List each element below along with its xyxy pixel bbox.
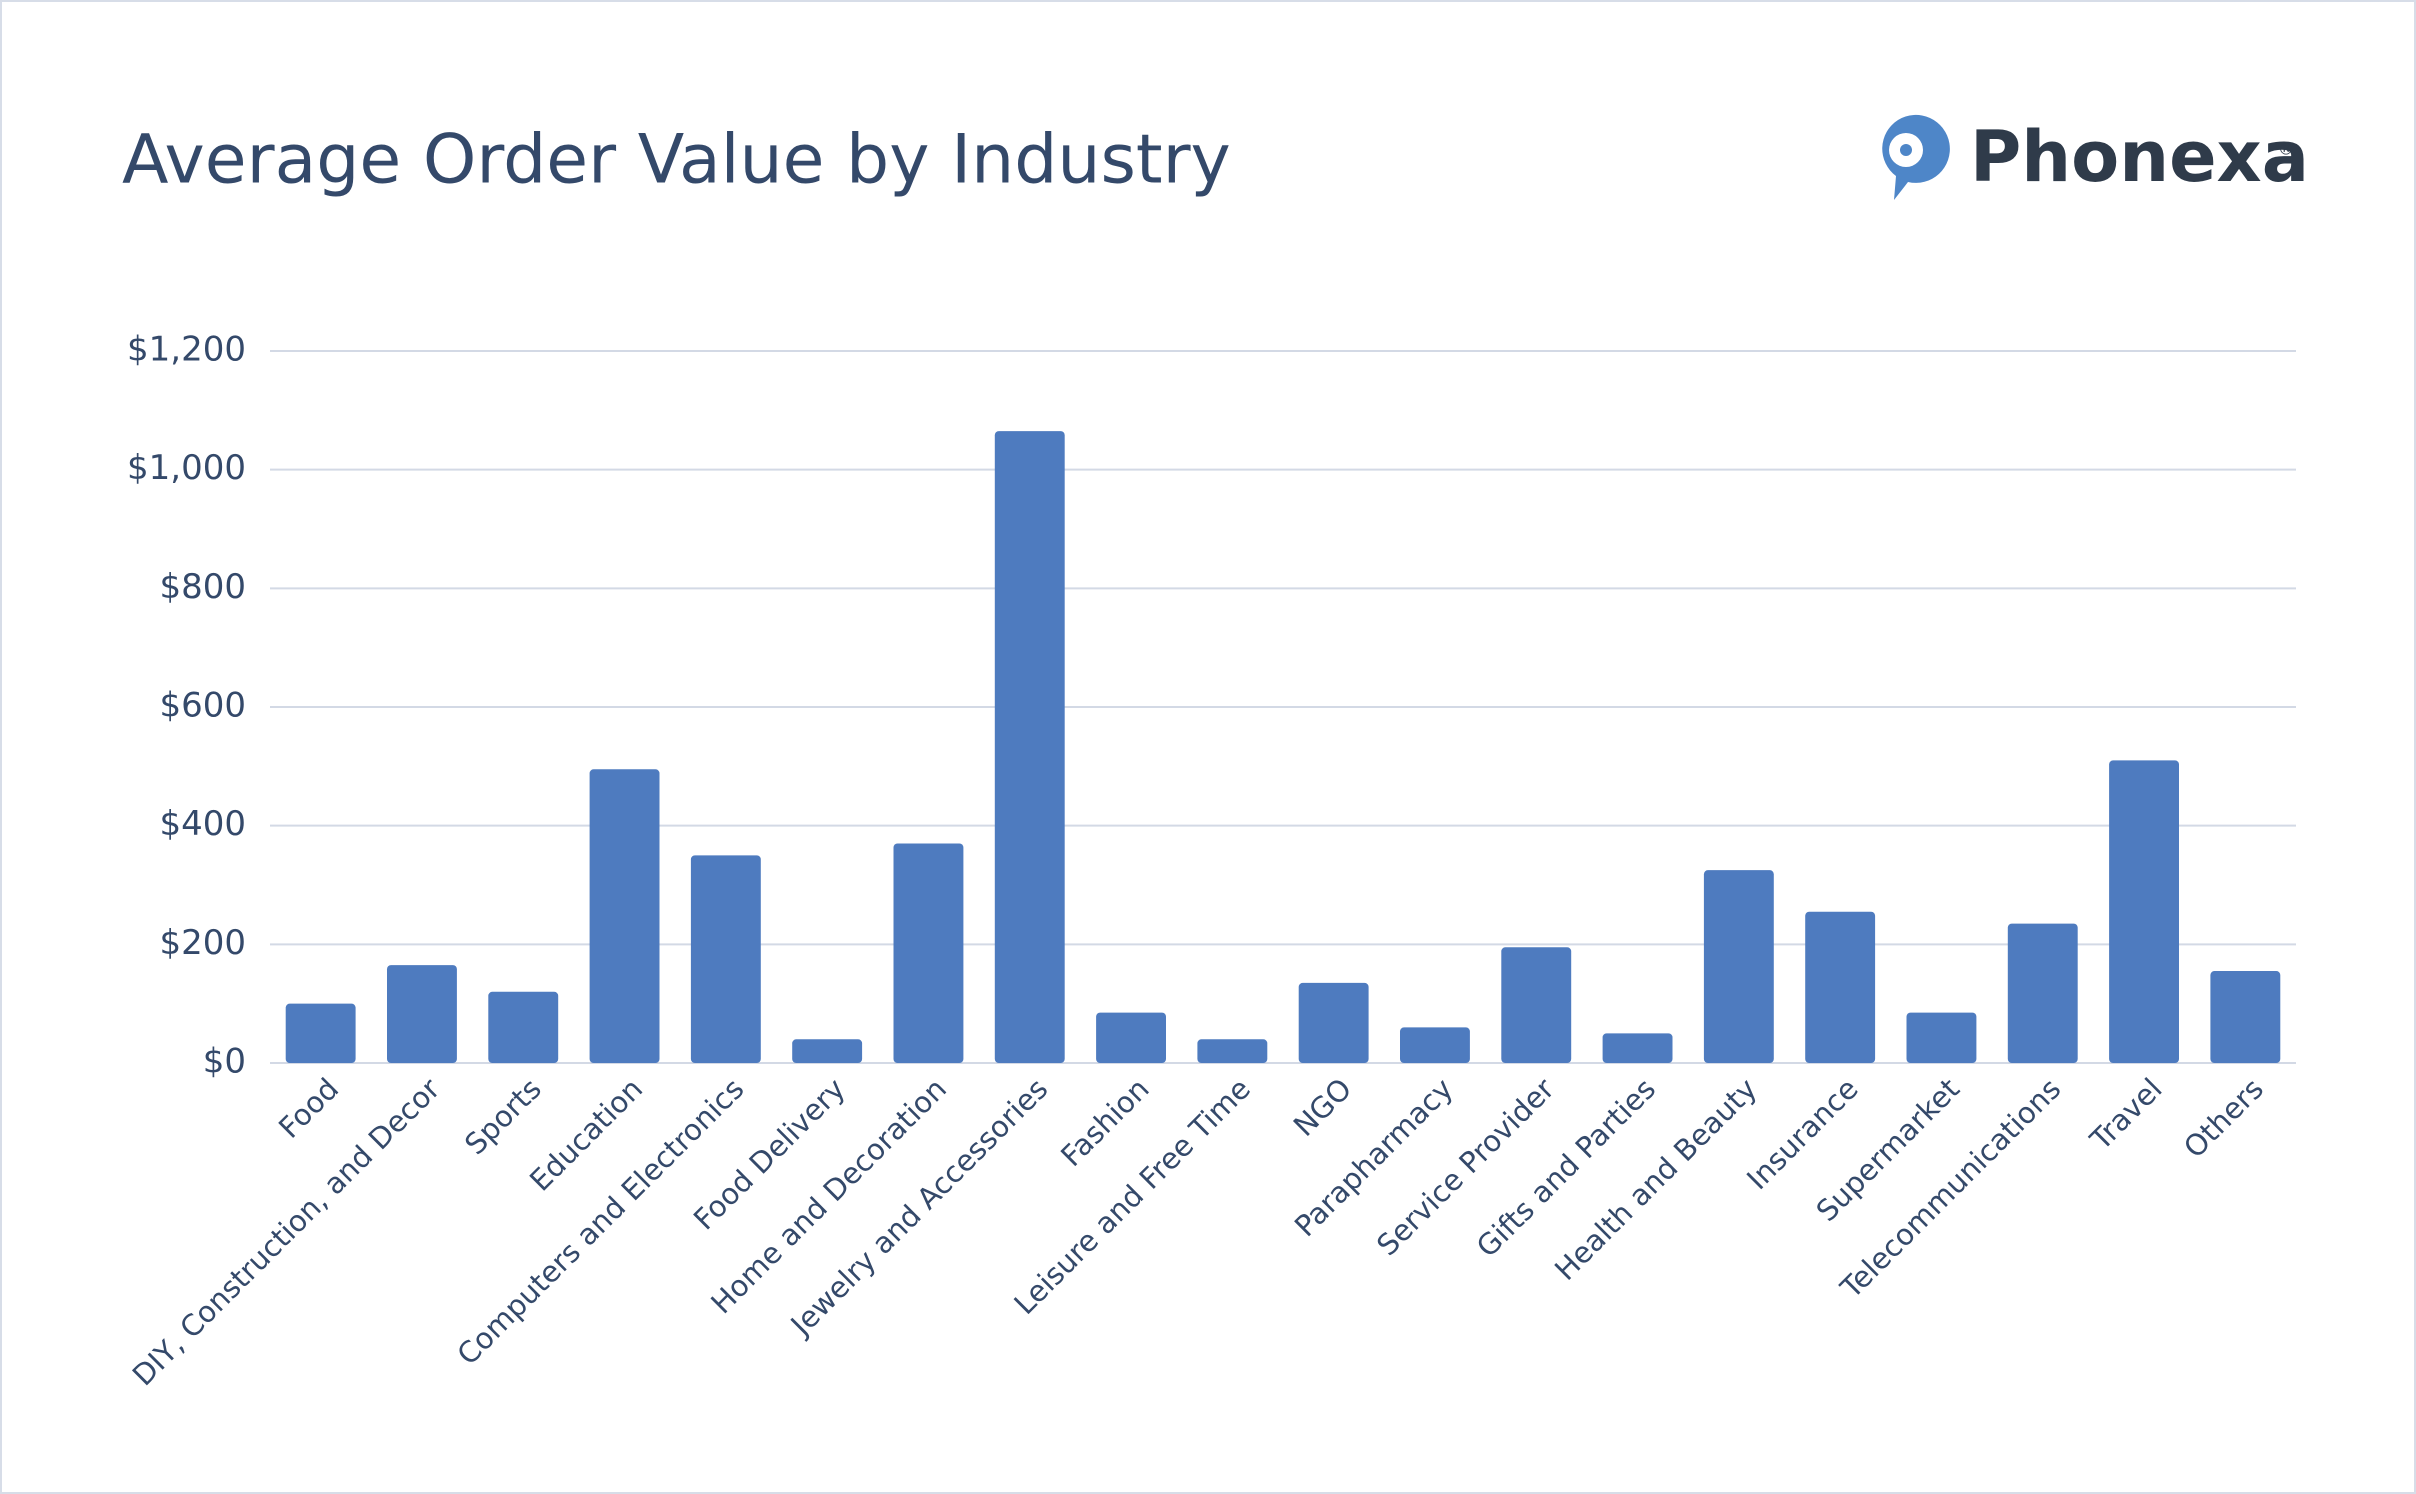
bar xyxy=(994,431,1065,1064)
bar xyxy=(1703,870,1774,1063)
y-tick-label: $1,200 xyxy=(127,330,246,370)
bar xyxy=(792,1039,863,1063)
y-tick-label: $600 xyxy=(159,686,246,726)
chart-title: Average Order Value by Industry xyxy=(122,121,1231,200)
bar xyxy=(1096,1012,1166,1063)
bar xyxy=(1805,911,1876,1063)
y-tick-label: $400 xyxy=(159,804,246,844)
bar xyxy=(893,843,964,1063)
bar xyxy=(589,769,660,1063)
bar xyxy=(690,855,761,1063)
bar xyxy=(2210,971,2281,1063)
brand-name: Phonexa xyxy=(1970,116,2309,198)
logo-icon-dot xyxy=(1900,144,1912,156)
logo: Phonexa ® xyxy=(1882,114,2309,200)
bar xyxy=(1501,947,1572,1063)
bar xyxy=(488,991,559,1063)
bar xyxy=(2007,923,2078,1063)
y-tick-label: $200 xyxy=(159,923,246,963)
bar xyxy=(1906,1012,1977,1063)
bar xyxy=(2109,760,2179,1063)
bar xyxy=(1400,1027,1470,1063)
bar xyxy=(1298,982,1369,1063)
brand-mark: ® xyxy=(2278,140,2294,159)
bar xyxy=(1197,1039,1268,1063)
bar xyxy=(1602,1033,1673,1063)
bar xyxy=(387,965,457,1063)
y-tick-label: $800 xyxy=(159,567,246,607)
y-tick-label: $0 xyxy=(203,1042,246,1082)
bar xyxy=(285,1003,356,1063)
y-tick-label: $1,000 xyxy=(127,448,246,488)
